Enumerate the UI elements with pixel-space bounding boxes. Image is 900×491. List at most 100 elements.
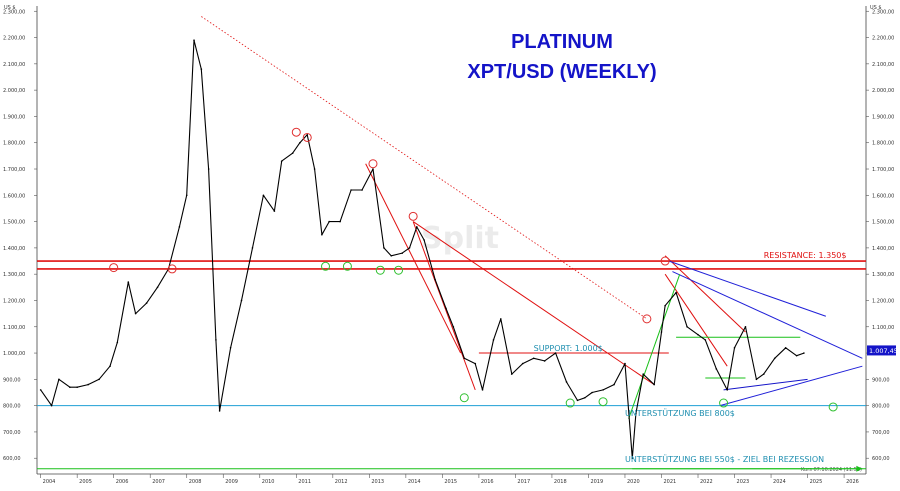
price-point xyxy=(445,307,447,310)
price-point xyxy=(583,396,586,399)
trendline xyxy=(201,16,648,320)
y-tick-label-right: 1.800,00 xyxy=(872,141,894,147)
currency-label-left: US $ xyxy=(4,5,16,11)
price-point xyxy=(434,278,436,281)
price-point xyxy=(229,346,232,349)
trendline xyxy=(672,271,863,359)
price-point xyxy=(664,304,666,307)
y-tick-label-right: 1.700,00 xyxy=(872,167,894,173)
price-point xyxy=(481,389,484,391)
markers-layer xyxy=(109,127,838,412)
price-point xyxy=(339,220,341,223)
touch-marker xyxy=(459,393,469,403)
price-point xyxy=(185,194,188,197)
price-point xyxy=(554,352,557,354)
x-tick-label: 2016 xyxy=(481,479,494,485)
price-point xyxy=(416,226,418,228)
price-point xyxy=(521,362,524,365)
price-point xyxy=(127,281,130,283)
x-tick-label: 2021 xyxy=(663,479,676,485)
target-arrow-head xyxy=(856,465,863,472)
y-tick-label-left: 800,00 xyxy=(3,404,21,410)
y-tick-label-right: 700,00 xyxy=(872,430,890,436)
x-tick-label: 2025 xyxy=(810,479,823,485)
y-tick-label-left: 2.200,00 xyxy=(3,36,25,42)
y-tick-label-left: 1.400,00 xyxy=(3,246,25,252)
price-point xyxy=(500,318,502,320)
price-point xyxy=(58,378,60,381)
current-price-label: 1.007,45 xyxy=(869,347,898,355)
price-point xyxy=(109,365,111,368)
touch-marker xyxy=(109,263,119,273)
touch-marker xyxy=(321,261,331,271)
y-tick-label-left: 1.000,00 xyxy=(3,351,25,357)
x-tick-label: 2012 xyxy=(335,479,348,485)
touch-marker xyxy=(302,132,312,142)
price-point xyxy=(383,247,385,249)
chart-title: PLATINUM xyxy=(511,31,613,53)
price-point xyxy=(39,389,42,391)
price-point xyxy=(240,299,243,302)
touch-marker xyxy=(167,264,177,274)
price-point xyxy=(313,168,316,170)
y-tick-label-left: 1.500,00 xyxy=(3,220,25,226)
y-tick-label-left: 2.300,00 xyxy=(3,9,25,15)
price-point xyxy=(321,233,323,236)
y-tick-label-right: 900,00 xyxy=(872,377,890,383)
touch-marker xyxy=(394,265,404,275)
price-point xyxy=(423,239,425,241)
x-tick-label: 2026 xyxy=(846,479,859,485)
price-point xyxy=(755,378,758,381)
price-point xyxy=(631,457,634,460)
x-tick-label: 2005 xyxy=(79,479,92,485)
price-point xyxy=(803,352,805,354)
price-point xyxy=(762,373,765,375)
price-point xyxy=(408,247,411,249)
y-tick-label-right: 1.100,00 xyxy=(872,325,894,331)
y-tick-label-left: 1.600,00 xyxy=(3,193,25,199)
x-tick-label: 2011 xyxy=(298,479,311,485)
y-tick-label-right: 1.300,00 xyxy=(872,272,894,278)
touch-marker xyxy=(598,397,608,407)
footer-note: Kurs 07.10.2024 (11:56) xyxy=(801,467,862,473)
y-tick-label-left: 1.200,00 xyxy=(3,298,25,304)
price-point xyxy=(653,383,655,386)
y-tick-label-right: 1.500,00 xyxy=(872,220,894,226)
price-point xyxy=(215,339,217,341)
y-tick-label-right: 600,00 xyxy=(872,456,890,462)
y-tick-label-right: 1.900,00 xyxy=(872,114,894,120)
price-point xyxy=(675,291,677,294)
price-point xyxy=(452,325,455,328)
y-tick-label-left: 900,00 xyxy=(3,377,21,383)
y-tick-label-right: 800,00 xyxy=(872,404,890,410)
x-tick-label: 2020 xyxy=(627,479,640,485)
y-tick-label-right: 1.400,00 xyxy=(872,246,894,252)
price-point xyxy=(156,286,159,289)
price-point xyxy=(492,339,495,341)
trendline xyxy=(365,163,462,354)
price-point xyxy=(635,412,637,415)
x-tick-label: 2019 xyxy=(590,479,603,485)
price-point xyxy=(98,378,100,381)
price-point xyxy=(613,383,615,386)
price-point xyxy=(773,357,776,360)
touch-marker xyxy=(368,159,378,169)
trendline xyxy=(664,255,746,333)
price-point xyxy=(565,381,568,383)
y-tick-label-right: 1.600,00 xyxy=(872,193,894,199)
x-tick-label: 2007 xyxy=(152,479,165,485)
price-point xyxy=(361,189,363,191)
price-point xyxy=(510,373,513,375)
trendline xyxy=(723,378,808,391)
price-point xyxy=(372,168,374,170)
price-point xyxy=(291,152,294,155)
touch-marker xyxy=(719,398,729,408)
chart-annotation: SUPPORT: 1.000$ xyxy=(534,344,603,353)
touch-marker xyxy=(342,261,352,271)
price-point xyxy=(715,368,718,370)
price-point xyxy=(251,247,254,249)
y-tick-label-left: 1.700,00 xyxy=(3,167,25,173)
price-point xyxy=(328,220,330,223)
